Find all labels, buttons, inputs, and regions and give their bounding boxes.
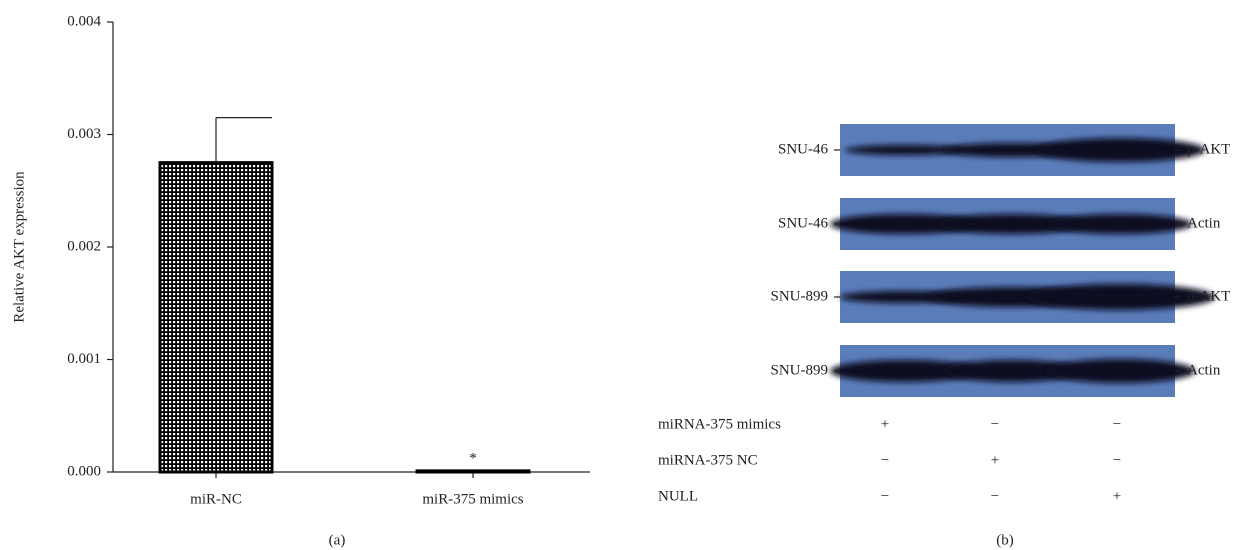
figure: Relative AKT expression (a) (b) 0.000 0.0… — [0, 0, 1247, 550]
y-tick-label: 0.001 — [67, 351, 101, 367]
blot-protein-label: p-AKT — [1187, 288, 1230, 304]
y-axis-label: Relative AKT expression — [11, 171, 27, 323]
blot-sample-label: SNU-46 — [778, 215, 829, 231]
treatment-label: miRNA-375 mimics — [658, 416, 781, 432]
treatment-sign: − — [1113, 416, 1121, 432]
blot-band — [1048, 214, 1192, 234]
treatment-sign: + — [881, 416, 889, 432]
x-tick-label: miR-NC — [190, 491, 242, 507]
y-tick-label: 0.003 — [67, 126, 101, 142]
treatment-sign: − — [881, 452, 889, 468]
bar — [417, 471, 529, 472]
treatment-sign: − — [881, 488, 889, 504]
y-tick-label: 0.004 — [67, 13, 101, 29]
blot-protein-label: Actin — [1187, 215, 1221, 231]
blot-protein-label: Actin — [1187, 362, 1221, 378]
treatment-sign: + — [991, 452, 999, 468]
treatment-label: miRNA-375 NC — [658, 452, 758, 468]
y-tick-label: 0.002 — [67, 238, 101, 254]
treatment-sign: − — [1113, 452, 1121, 468]
blot-sample-label: SNU-46 — [778, 141, 829, 157]
treatment-sign: − — [991, 416, 999, 432]
caption: (b) — [996, 532, 1014, 548]
treatment-sign: − — [991, 488, 999, 504]
significance-mark: * — [469, 450, 477, 466]
caption: (a) — [329, 532, 346, 548]
blot-protein-label: p-AKT — [1187, 141, 1230, 157]
y-tick-label: 0.000 — [67, 463, 101, 479]
x-tick-label: miR-375 mimics — [422, 491, 523, 507]
blot-sample-label: SNU-899 — [770, 362, 828, 378]
blot-band — [1045, 359, 1195, 383]
bar — [160, 163, 272, 472]
treatment-sign: + — [1113, 488, 1121, 504]
treatment-label: NULL — [658, 488, 698, 504]
blot-sample-label: SNU-899 — [770, 288, 828, 304]
